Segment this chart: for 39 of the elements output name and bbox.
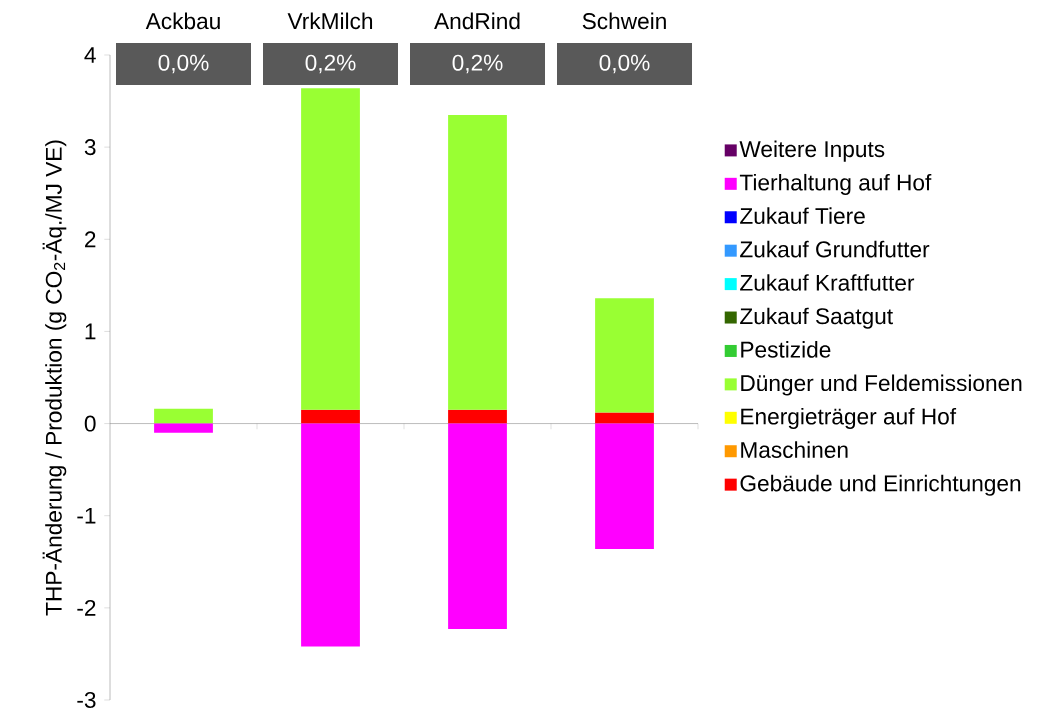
x-tick-label: Ackbau: [145, 12, 220, 30]
bar: [448, 114, 507, 410]
legend-label: Zukauf Grundfutter: [740, 240, 930, 258]
bar: [154, 408, 213, 424]
legend-label: Dünger und Feldemissionen: [741, 374, 1022, 396]
bar: [448, 409, 507, 424]
bar: [301, 409, 360, 424]
y-tick-label: -3: [77, 691, 96, 709]
bar: [595, 412, 654, 424]
bar: [301, 423, 360, 647]
legend-label: Energieträger auf Hof: [741, 407, 957, 430]
y-tick-label: 4: [84, 47, 96, 63]
annotation: 0,2%: [452, 54, 503, 74]
legend-label: Zukauf Saatgut: [740, 307, 893, 329]
y-tick-label: 2: [85, 231, 96, 248]
bar: [595, 298, 654, 413]
annotation: 0,2%: [305, 54, 356, 74]
x-tick-label: AndRind: [434, 12, 520, 30]
y-tick-label: -1: [77, 507, 96, 524]
annotation: 0,0%: [599, 54, 650, 74]
x-tick-label: Schwein: [582, 12, 666, 30]
annotation: 0,0%: [158, 54, 209, 74]
y-tick-label: 3: [84, 139, 96, 156]
y-tick-label: -2: [77, 599, 96, 616]
bar: [301, 88, 360, 410]
y-axis-title: THP-Änderung / Produktion (g CO$_{2}$-Äq./MJ VE): [42, 140, 67, 616]
legend-label: Zukauf Tiere: [740, 207, 865, 224]
x-tick-label: VrkMilch: [287, 12, 373, 30]
legend-label: Maschinen: [741, 441, 848, 458]
y-tick-label: 1: [85, 323, 96, 340]
bar: [595, 423, 654, 549]
legend-label: Gebäude und Einrichtungen: [740, 474, 1021, 496]
bar: [154, 423, 213, 433]
legend-label: Pestizide: [741, 341, 831, 358]
legend-label: Tierhaltung auf Hof: [739, 173, 932, 196]
bar: [448, 423, 507, 630]
y-tick-label: 0: [84, 415, 96, 432]
legend-label: Zukauf Kraftfutter: [740, 274, 915, 291]
legend-label: Weitere Inputs: [739, 140, 885, 162]
